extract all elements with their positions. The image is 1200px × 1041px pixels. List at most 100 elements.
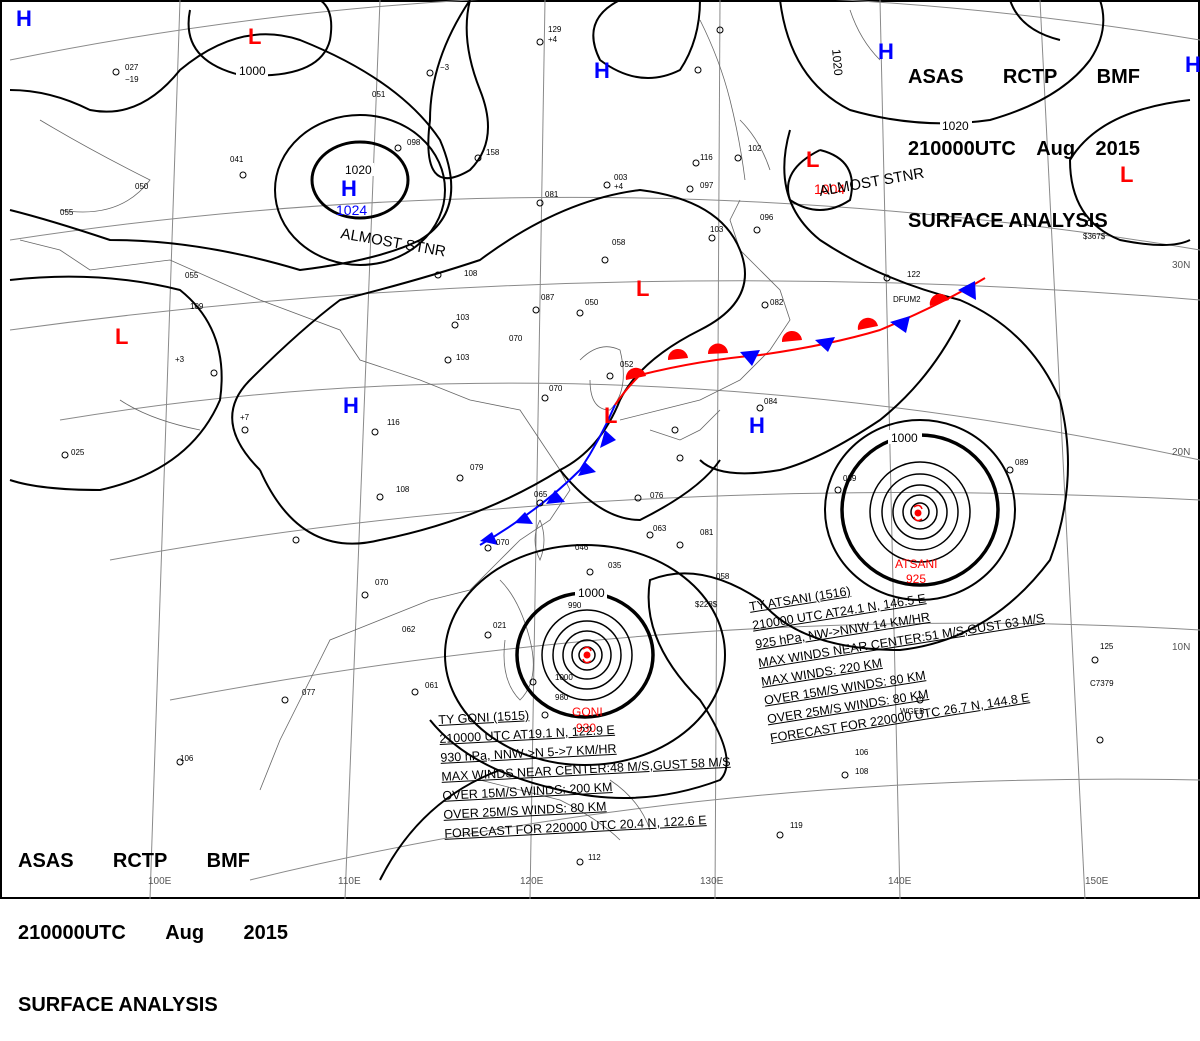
lon-label-140e: 140E bbox=[888, 876, 912, 887]
typhoon-pressure: 930 bbox=[576, 721, 596, 735]
svg-text:119: 119 bbox=[790, 821, 803, 830]
svg-text:116: 116 bbox=[387, 418, 400, 427]
svg-text:050: 050 bbox=[585, 298, 599, 307]
pressure-values: 1024 1004 bbox=[336, 181, 845, 218]
isobar-label: 1000 bbox=[239, 64, 266, 78]
svg-text:−3: −3 bbox=[440, 63, 450, 72]
header-code: BMF bbox=[206, 850, 250, 872]
header-station: RCTP bbox=[1002, 66, 1058, 88]
svg-text:081: 081 bbox=[545, 190, 559, 199]
header-time: 210000UTC bbox=[18, 922, 126, 944]
high-value: 1024 bbox=[336, 202, 367, 218]
header-year: 2015 bbox=[243, 922, 288, 944]
svg-text:108: 108 bbox=[464, 269, 478, 278]
typhoon-rings bbox=[541, 461, 971, 701]
low-center: L bbox=[604, 403, 617, 428]
svg-text:041: 041 bbox=[230, 155, 244, 164]
typhoon-name: GONI bbox=[572, 705, 603, 719]
lat-label-20n: 20N bbox=[1172, 447, 1190, 458]
svg-text:$228$: $228$ bbox=[695, 600, 718, 609]
lat-label-30n: 30N bbox=[1172, 260, 1190, 271]
svg-text:+7: +7 bbox=[240, 413, 250, 422]
svg-text:C7379: C7379 bbox=[1090, 679, 1114, 688]
grid-labels: 30N 20N 10N 100E 110E 120E 130E 140E 150… bbox=[148, 260, 1190, 887]
typhoon-centers: ATSANI 925 GONI 930 bbox=[572, 504, 937, 735]
coastlines bbox=[19, 9, 881, 841]
typhoon-goni-note: TY GONI (1515) 210000 UTC AT19.1 N, 122.… bbox=[438, 696, 734, 844]
svg-text:097: 097 bbox=[700, 181, 714, 190]
svg-text:084: 084 bbox=[764, 397, 778, 406]
svg-text:027: 027 bbox=[125, 63, 139, 72]
svg-text:079: 079 bbox=[470, 463, 484, 472]
svg-text:106: 106 bbox=[855, 748, 869, 757]
svg-text:065: 065 bbox=[534, 490, 548, 499]
svg-text:070: 070 bbox=[496, 538, 510, 547]
svg-text:063: 063 bbox=[653, 524, 667, 533]
svg-text:089: 089 bbox=[1015, 458, 1029, 467]
isobar-label: 1020 bbox=[345, 163, 372, 177]
svg-text:021: 021 bbox=[493, 621, 507, 630]
svg-text:055: 055 bbox=[185, 271, 199, 280]
typhoon-name: ATSANI bbox=[895, 557, 937, 571]
isobar-label: 1020 bbox=[829, 48, 845, 76]
svg-text:046: 046 bbox=[575, 543, 589, 552]
svg-text:112: 112 bbox=[588, 853, 601, 862]
header-line-1: ASAS RCTP BMF bbox=[908, 65, 1140, 89]
header-station: RCTP bbox=[112, 850, 168, 872]
svg-text:129: 129 bbox=[548, 25, 562, 34]
svg-text:106: 106 bbox=[180, 754, 194, 763]
svg-text:058: 058 bbox=[716, 572, 730, 581]
low-center: L bbox=[1120, 162, 1133, 187]
lon-label-150e: 150E bbox=[1085, 876, 1109, 887]
svg-text:055: 055 bbox=[60, 208, 74, 217]
high-center: H bbox=[343, 393, 359, 418]
station-plots bbox=[61, 26, 1104, 866]
header-line-2: 210000UTC Aug 2015 bbox=[18, 921, 288, 945]
svg-text:098: 098 bbox=[407, 138, 421, 147]
svg-text:108: 108 bbox=[396, 485, 410, 494]
svg-text:+3: +3 bbox=[175, 355, 185, 364]
svg-text:103: 103 bbox=[456, 313, 470, 322]
cold-front bbox=[479, 404, 616, 546]
svg-text:050: 050 bbox=[135, 182, 149, 191]
header-title: SURFACE ANALYSIS bbox=[908, 210, 1108, 232]
lon-label-130e: 130E bbox=[700, 876, 724, 887]
svg-text:122: 122 bbox=[907, 270, 921, 279]
svg-text:125: 125 bbox=[1100, 642, 1114, 651]
high-center: H bbox=[749, 413, 765, 438]
low-center: L bbox=[636, 276, 649, 301]
svg-text:116: 116 bbox=[700, 153, 713, 162]
svg-text:052: 052 bbox=[620, 360, 634, 369]
high-center: H bbox=[16, 6, 32, 31]
svg-text:077: 077 bbox=[302, 688, 316, 697]
header-code: BMF bbox=[1096, 66, 1140, 88]
svg-text:DFUM2: DFUM2 bbox=[893, 295, 921, 304]
svg-text:070: 070 bbox=[375, 578, 389, 587]
svg-text:WGEB: WGEB bbox=[900, 707, 924, 716]
isobar-label: 980 bbox=[555, 693, 569, 702]
low-center: L bbox=[115, 324, 128, 349]
low-center: L bbox=[806, 147, 819, 172]
header-time: 210000UTC bbox=[908, 138, 1016, 160]
isobar-label: 1000 bbox=[578, 586, 605, 600]
isobar-label: 1000 bbox=[891, 431, 918, 445]
header-agency: ASAS bbox=[908, 66, 964, 88]
svg-text:035: 035 bbox=[608, 561, 622, 570]
isobar-labels: 1000 1020 1020 1020 1000 1000 990 980 10… bbox=[236, 45, 972, 702]
svg-text:058: 058 bbox=[612, 238, 626, 247]
svg-text:102: 102 bbox=[748, 144, 762, 153]
header-line-2: 210000UTC Aug 2015 bbox=[908, 137, 1140, 161]
header-year: 2015 bbox=[1095, 138, 1140, 160]
svg-text:$367$: $367$ bbox=[1083, 232, 1106, 241]
high-center: H bbox=[594, 58, 610, 83]
lon-label-100e: 100E bbox=[148, 876, 172, 887]
svg-text:062: 062 bbox=[402, 625, 416, 634]
lon-label-120e: 120E bbox=[520, 876, 544, 887]
svg-text:039: 039 bbox=[843, 474, 857, 483]
svg-text:025: 025 bbox=[71, 448, 85, 457]
typhoon-symbol-icon bbox=[913, 504, 923, 522]
typhoon-symbol-icon bbox=[582, 646, 592, 664]
svg-text:087: 087 bbox=[541, 293, 555, 302]
